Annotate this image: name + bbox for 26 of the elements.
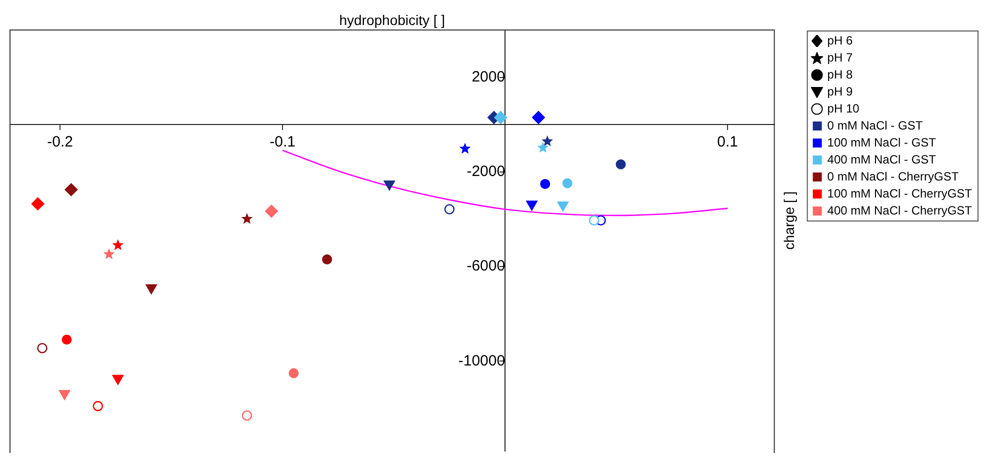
point [37,342,48,354]
legend-label: 0 mM NaCl - GST [827,118,924,132]
text: pH 6 [827,33,853,48]
point [92,400,104,412]
text: pH 10 [827,101,860,116]
legend-label: 100 mM NaCl - GST [827,135,937,150]
legend-label: 100 mM NaCl - CherryGST [827,186,973,200]
y-tick-label: -10000 [458,352,506,370]
x-tick-label: -0.1 [270,134,296,151]
text: pH 8 [827,67,853,82]
legend-label: 400 mM NaCl - CherryGST [827,203,973,218]
y-axis-title: charge [ ] [781,191,798,250]
y-tick-label: 2000 [472,68,506,86]
y-tick-label: -6000 [466,258,506,275]
text: pH 9 [827,84,853,98]
text: pH 7 [827,50,853,64]
legend-label: 400 mM NaCl - GST [827,152,937,166]
point [588,215,600,226]
y-tick-label: -2000 [466,163,506,180]
line-series [282,150,728,216]
legend-label: 0 mM NaCl - CherryGST [827,169,960,184]
point [242,410,252,421]
x-tick-label: 0.1 [717,134,738,151]
x-tick-label: -0.2 [47,134,73,151]
point [444,204,455,214]
x-axis-title: hydrophobicity [ ] [339,12,446,28]
